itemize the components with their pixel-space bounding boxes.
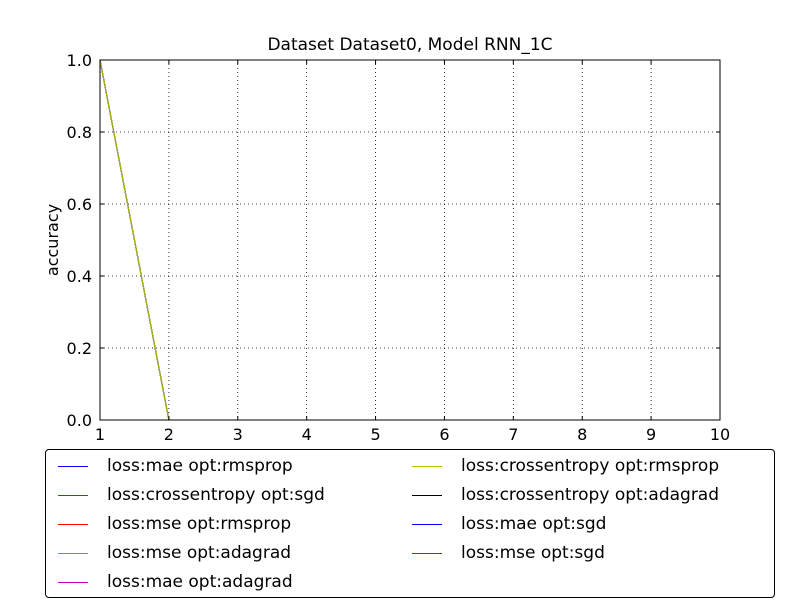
legend-item: loss:mse opt:rmsprop bbox=[58, 511, 291, 537]
legend-label: loss:mae opt:adagrad bbox=[107, 572, 293, 592]
series-line-1 bbox=[99, 59, 720, 421]
legend-swatch bbox=[412, 465, 442, 467]
legend-item: loss:mse opt:sgd bbox=[412, 540, 605, 566]
x-tick-label: 9 bbox=[646, 425, 656, 444]
series-line-5 bbox=[99, 59, 720, 421]
x-tick-label: 6 bbox=[439, 425, 449, 444]
legend-label: loss:crossentropy opt:adagrad bbox=[461, 485, 720, 505]
series-line-9 bbox=[99, 59, 720, 421]
legend-label: loss:mse opt:adagrad bbox=[107, 543, 292, 563]
legend-swatch bbox=[412, 494, 442, 496]
x-tick-label: 4 bbox=[302, 425, 312, 444]
legend-item: loss:mae opt:adagrad bbox=[58, 569, 293, 595]
x-tick-label: 8 bbox=[577, 425, 587, 444]
series-line-top bbox=[99, 59, 720, 421]
y-axis-label: accuracy bbox=[43, 204, 62, 276]
series-line-3 bbox=[99, 59, 720, 421]
y-tick-label: 0.2 bbox=[67, 339, 92, 358]
series-line-4 bbox=[99, 59, 720, 421]
legend-item: loss:crossentropy opt:sgd bbox=[58, 482, 325, 508]
x-tick-label: 1 bbox=[95, 425, 105, 444]
plot-frame bbox=[99, 59, 721, 421]
legend-label: loss:mse opt:rmsprop bbox=[107, 514, 292, 534]
x-tick-label: 10 bbox=[710, 425, 730, 444]
legend: loss:mae opt:rmsprop loss:crossentropy op… bbox=[45, 449, 775, 598]
y-tick-label: 0.4 bbox=[67, 267, 92, 286]
chart-title: Dataset Dataset0, Model RNN_1C bbox=[267, 35, 553, 55]
legend-label: loss:crossentropy opt:sgd bbox=[107, 485, 325, 505]
x-tick-label: 3 bbox=[233, 425, 243, 444]
y-tick-label: 1.0 bbox=[67, 51, 92, 70]
legend-item: loss:crossentropy opt:rmsprop bbox=[412, 453, 719, 479]
y-tick-label: 0.8 bbox=[67, 123, 92, 142]
series-line-2 bbox=[99, 59, 720, 421]
x-tick-label: 2 bbox=[164, 425, 174, 444]
legend-label: loss:mse opt:sgd bbox=[461, 543, 605, 563]
legend-item: loss:mae opt:rmsprop bbox=[58, 453, 293, 479]
legend-item: loss:mae opt:sgd bbox=[412, 511, 606, 537]
legend-item: loss:crossentropy opt:adagrad bbox=[412, 482, 719, 508]
grid-lines bbox=[99, 59, 721, 421]
series-lines bbox=[99, 59, 720, 421]
legend-swatch bbox=[58, 552, 88, 554]
x-tick-label: 7 bbox=[508, 425, 518, 444]
series-line-8 bbox=[99, 59, 720, 421]
legend-swatch bbox=[58, 465, 88, 467]
axis-ticks: 1 2 3 4 5 6 7 8 9 10 0.0 0.2 0.4 0.6 0.8 1.0 bbox=[67, 51, 731, 444]
legend-label: loss:mae opt:sgd bbox=[461, 514, 607, 534]
series-line-7 bbox=[99, 59, 720, 421]
legend-label: loss:mae opt:rmsprop bbox=[107, 456, 293, 476]
legend-item: loss:mse opt:adagrad bbox=[58, 540, 291, 566]
legend-swatch bbox=[58, 523, 88, 525]
legend-swatch bbox=[412, 552, 442, 554]
legend-swatch bbox=[58, 494, 88, 496]
x-tick-label: 5 bbox=[370, 425, 380, 444]
y-tick-label: 0.0 bbox=[67, 411, 92, 430]
y-tick-label: 0.6 bbox=[67, 195, 92, 214]
series-line-6 bbox=[99, 59, 720, 421]
legend-swatch bbox=[412, 523, 442, 525]
legend-label: loss:crossentropy opt:rmsprop bbox=[461, 456, 720, 476]
legend-swatch bbox=[58, 581, 88, 583]
